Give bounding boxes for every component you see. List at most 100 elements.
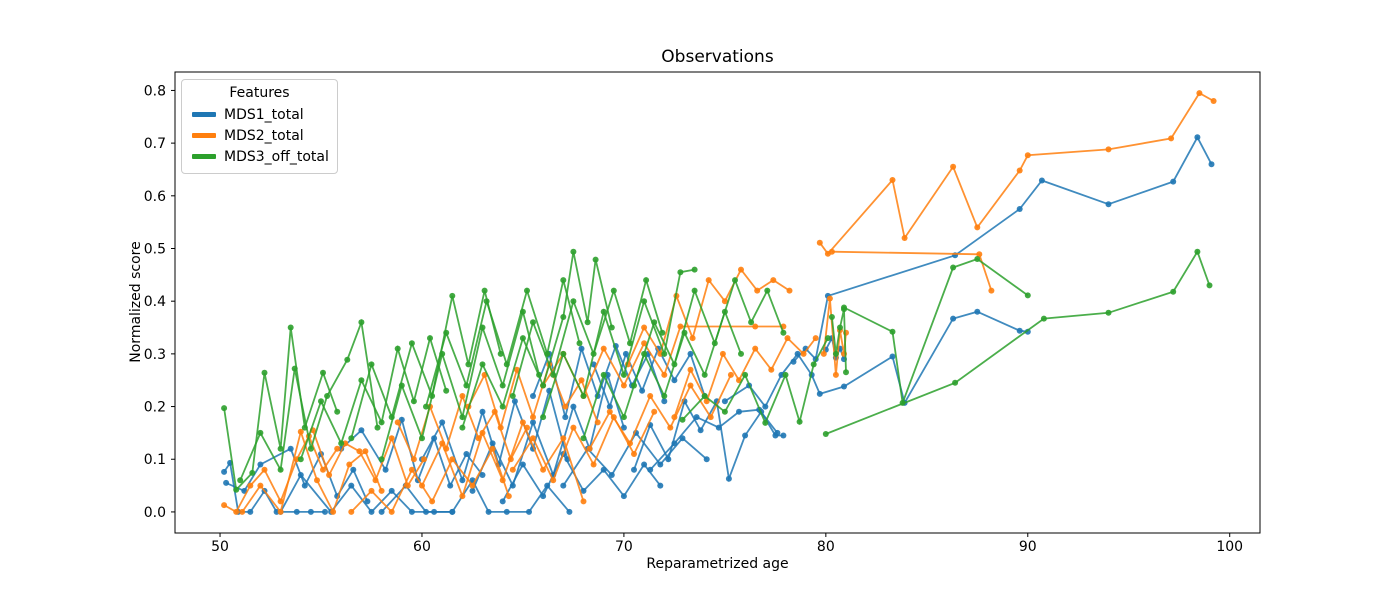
data-point [721, 408, 728, 415]
data-point [519, 335, 526, 342]
trajectory-line [627, 267, 790, 365]
data-point [485, 508, 492, 515]
trajectory-line [673, 336, 817, 418]
data-point [1210, 98, 1217, 104]
data-point [631, 382, 637, 389]
data-point [691, 287, 698, 294]
data-point [368, 508, 375, 515]
series-MDS2_total [221, 90, 1217, 515]
data-point [410, 398, 417, 405]
data-point [727, 371, 734, 378]
data-point [784, 335, 791, 342]
data-point [786, 287, 793, 294]
data-point [820, 350, 827, 357]
data-point [701, 393, 708, 399]
data-point [707, 414, 714, 421]
data-point [540, 466, 547, 473]
data-point [689, 335, 696, 342]
data-point [374, 424, 381, 431]
data-point [586, 445, 593, 452]
data-point [976, 251, 983, 258]
data-point [736, 408, 742, 415]
data-point [326, 472, 333, 478]
data-point [1040, 315, 1047, 322]
data-point [1024, 292, 1031, 299]
data-point [314, 477, 320, 484]
trajectory-line [819, 91, 1215, 256]
x-tick-label: 50 [211, 539, 229, 555]
data-point [667, 424, 674, 431]
data-point [687, 350, 694, 357]
data-point [388, 508, 395, 515]
legend-label-mds2: MDS2_total [224, 127, 304, 144]
data-point [988, 287, 995, 294]
data-point [221, 405, 228, 412]
data-point [540, 493, 547, 500]
data-point [627, 440, 633, 447]
legend-label-mds1: MDS1_total [224, 106, 304, 123]
data-point [620, 414, 627, 421]
data-point [828, 248, 835, 255]
legend-item-mds1: MDS1_total [192, 104, 327, 125]
data-point [291, 365, 298, 372]
data-point [322, 508, 328, 515]
trajectory-line [843, 257, 1029, 404]
data-point [427, 335, 433, 342]
data-point [671, 361, 678, 368]
data-point [447, 482, 454, 489]
data-point [530, 414, 536, 421]
series-MDS3_off_total [221, 248, 1213, 493]
data-point [307, 445, 314, 452]
data-point [550, 477, 557, 484]
data-point [479, 361, 486, 368]
data-point [562, 403, 569, 410]
data-point [796, 418, 803, 425]
data-point [810, 361, 817, 368]
data-point [762, 403, 769, 410]
data-point [499, 403, 506, 410]
data-point [677, 323, 684, 330]
data-point [503, 508, 510, 515]
data-point [701, 371, 708, 378]
data-point [394, 345, 401, 352]
data-point [732, 277, 738, 284]
data-point [423, 508, 429, 515]
data-point [1105, 201, 1112, 208]
data-point [378, 419, 385, 426]
data-point [661, 398, 668, 405]
data-point [1168, 135, 1175, 142]
y-axis-label: Normalized score [128, 241, 144, 363]
data-point [661, 371, 668, 378]
data-point [584, 319, 591, 326]
data-point [419, 435, 425, 442]
data-point [443, 329, 450, 336]
data-point [570, 248, 577, 255]
data-point [277, 508, 284, 515]
data-point [388, 487, 395, 494]
data-point [221, 502, 228, 509]
data-point [600, 345, 607, 352]
data-point [540, 382, 547, 389]
data-point [631, 451, 637, 457]
data-point [742, 432, 749, 439]
data-point [578, 345, 585, 352]
series-MDS1_total [221, 134, 1215, 515]
data-point [1016, 206, 1023, 212]
data-point [560, 277, 567, 284]
data-point [826, 295, 833, 302]
data-point [620, 371, 627, 378]
data-point [324, 393, 331, 399]
data-point [519, 419, 526, 426]
data-point [620, 493, 627, 500]
data-point [800, 350, 807, 357]
data-point [394, 419, 401, 426]
data-point [1105, 309, 1112, 316]
data-point [513, 366, 520, 373]
data-point [511, 398, 518, 405]
data-point [479, 408, 486, 415]
data-point [499, 382, 506, 389]
data-point [439, 419, 446, 426]
data-point [606, 408, 613, 415]
data-point [287, 445, 294, 452]
